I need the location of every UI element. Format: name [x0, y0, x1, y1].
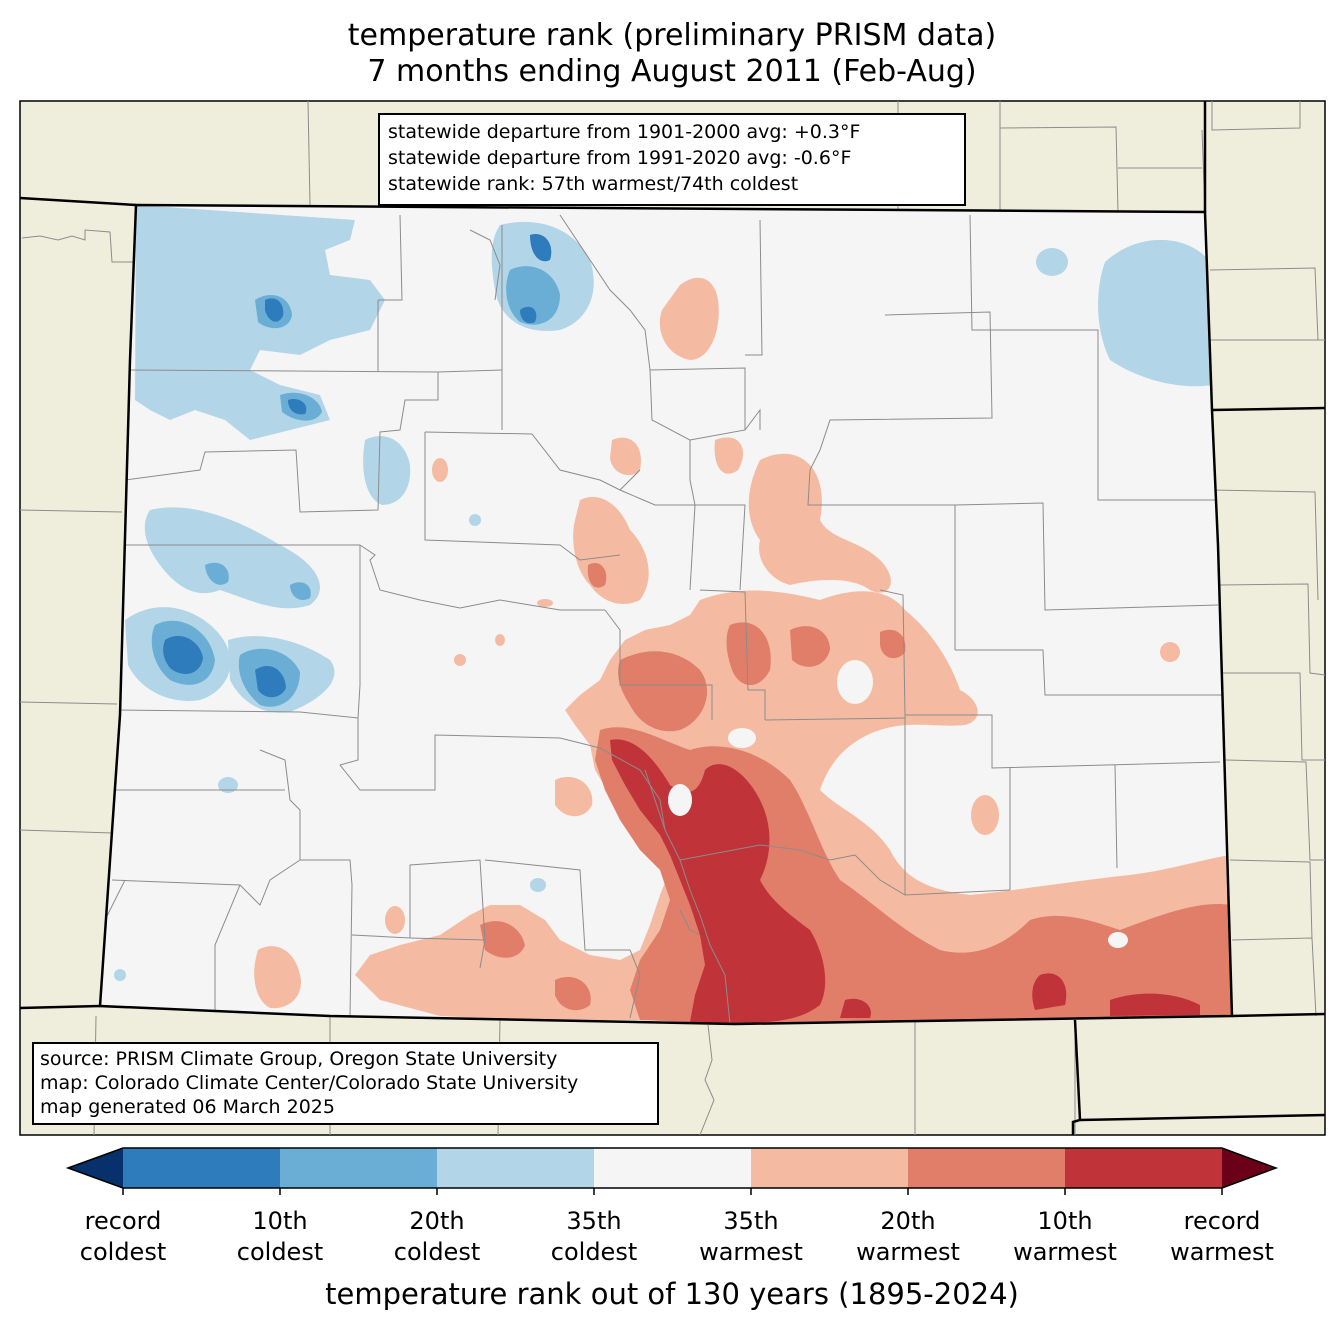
source-credits-box: source: PRISM Climate Group, Oregon Stat…: [32, 1042, 659, 1125]
neighbor-county-lines: [19, 100, 1326, 1136]
stats-line-1991-2020: statewide departure from 1991-2020 avg: …: [388, 147, 852, 169]
tick-label-line1: 20th: [880, 1207, 936, 1235]
colorbar-axis-label: temperature rank out of 130 years (1895-…: [325, 1277, 1019, 1311]
colorbar-tick-label: 10th warmest: [985, 1206, 1145, 1268]
generated-date-line: map generated 06 March 2025: [40, 1096, 335, 1118]
map-title-line2: 7 months ending August 2011 (Feb-Aug): [367, 54, 977, 89]
county-lines: [104, 214, 1222, 1024]
stats-line-1901-2000: statewide departure from 1901-2000 avg: …: [388, 121, 861, 143]
colorbar-tick-label: 20th warmest: [828, 1206, 988, 1268]
colorbar-tick-label: 35th warmest: [671, 1206, 831, 1268]
tick-label-line1: record: [1183, 1207, 1261, 1235]
source-line: source: PRISM Climate Group, Oregon Stat…: [40, 1048, 558, 1070]
colorado-state-outline: [98, 203, 1234, 1026]
tick-label-line2: warmest: [699, 1238, 803, 1266]
colorbar-tick-label: 20th coldest: [357, 1206, 517, 1268]
colorbar-tick-label: record coldest: [43, 1206, 203, 1268]
tick-label-line1: 20th: [409, 1207, 465, 1235]
stats-line-rank: statewide rank: 57th warmest/74th coldes…: [388, 173, 799, 195]
tick-label-line2: coldest: [236, 1238, 324, 1266]
colorado-state-area: [100, 205, 1232, 1024]
tick-label-line1: 35th: [723, 1207, 779, 1235]
map-credit-line: map: Colorado Climate Center/Colorado St…: [40, 1072, 579, 1094]
cold-10th-region: [163, 234, 552, 698]
tick-label-line2: coldest: [550, 1238, 638, 1266]
warm-region-gaps: [668, 660, 1128, 948]
tick-label-line1: 10th: [252, 1207, 308, 1235]
tick-label-line2: warmest: [1013, 1238, 1117, 1266]
statewide-stats-box: statewide departure from 1901-2000 avg: …: [378, 113, 966, 206]
tick-label-line1: record: [84, 1207, 162, 1235]
colorbar-tick-label: record warmest: [1142, 1206, 1302, 1268]
tick-label-line2: warmest: [856, 1238, 960, 1266]
state-borders: [19, 101, 1326, 1135]
tick-label-line1: 35th: [566, 1207, 622, 1235]
tick-label-line2: coldest: [393, 1238, 481, 1266]
map-title-line1: temperature rank (preliminary PRISM data…: [347, 18, 997, 53]
colorbar-tick-label: 35th coldest: [514, 1206, 674, 1268]
tick-label-line2: warmest: [1170, 1238, 1274, 1266]
tick-label-line1: 10th: [1037, 1207, 1093, 1235]
rank-shading: [114, 205, 1232, 1024]
warm-10th-region: [610, 739, 1200, 1024]
colorbar-tick-label: 10th coldest: [200, 1206, 360, 1268]
tick-label-line2: coldest: [79, 1238, 167, 1266]
